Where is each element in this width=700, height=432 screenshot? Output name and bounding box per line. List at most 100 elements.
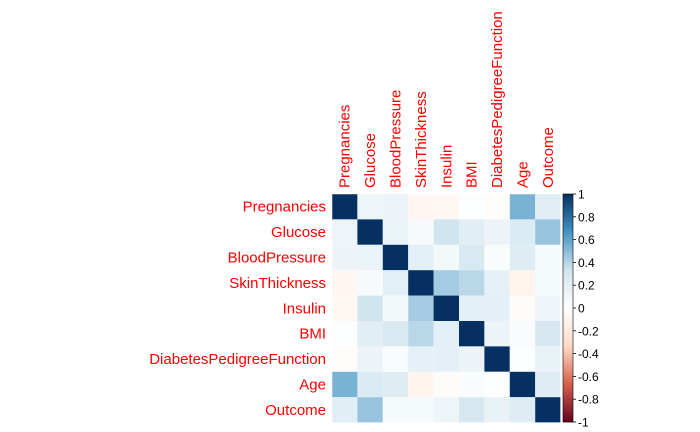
colorbar-segment — [563, 269, 573, 272]
heatmap-cell — [433, 270, 459, 296]
heatmap-cell — [408, 219, 434, 245]
column-label: Insulin — [438, 145, 455, 188]
heatmap-cell — [382, 295, 409, 321]
heatmap-cell — [484, 244, 510, 271]
colorbar-segment — [563, 408, 573, 411]
heatmap-cell — [332, 295, 358, 321]
colorbar-segment — [563, 198, 573, 202]
colorbar-segment — [563, 333, 573, 336]
heatmap-cell — [459, 371, 485, 398]
heatmap-cell — [382, 244, 409, 271]
heatmap-cell — [509, 194, 536, 220]
heatmap-cell — [408, 244, 434, 271]
colorbar-segment — [563, 287, 573, 291]
heatmap-cell — [484, 346, 510, 372]
colorbar-segment — [563, 344, 573, 348]
colorbar-segment — [563, 394, 573, 398]
colorbar-segment — [563, 380, 573, 384]
heatmap-cell — [357, 219, 383, 245]
heatmap-cell — [382, 270, 409, 296]
heatmap-cell — [408, 397, 434, 423]
colorbar-segment — [563, 312, 573, 316]
column-label: DiabetesPedigreeFunction — [489, 11, 506, 188]
heatmap-cell — [509, 219, 536, 245]
colorbar-segment — [563, 266, 573, 270]
colorbar-segment — [563, 228, 573, 231]
colorbar-segment — [563, 273, 573, 277]
heatmap-cells — [331, 193, 561, 423]
heatmap-cell — [535, 321, 561, 347]
colorbar-segment — [563, 412, 573, 416]
heatmap-cell — [484, 270, 510, 296]
colorbar-tick-label: -1 — [578, 416, 589, 430]
colorbar-segment — [563, 232, 573, 236]
colorbar-segment — [563, 207, 573, 211]
heatmap-cell — [535, 371, 561, 398]
heatmap-cell — [357, 346, 383, 372]
heatmap-cell — [484, 321, 510, 347]
colorbar-tick-label: -0.2 — [578, 324, 599, 338]
colorbar-segment — [563, 292, 573, 295]
heatmap-cell — [357, 371, 383, 398]
row-label: DiabetesPedigreeFunction — [149, 351, 326, 368]
colorbar-tick-label: 0 — [578, 302, 585, 316]
heatmap-cell — [332, 270, 358, 296]
colorbar-segment — [563, 212, 573, 215]
colorbar-segment — [563, 280, 573, 284]
heatmap-cell — [535, 194, 561, 220]
colorbar-segment — [563, 255, 573, 259]
colorbar-segment — [563, 276, 573, 279]
colorbar-segment — [563, 214, 573, 218]
colorbar-segment — [563, 294, 573, 297]
colorbar-segment — [563, 289, 573, 293]
column-label: BMI — [464, 161, 481, 188]
colorbar-segment — [563, 376, 573, 379]
colorbar-segment — [563, 401, 573, 405]
colorbar-segment — [563, 244, 573, 247]
heatmap-cell — [332, 321, 358, 347]
heatmap-cell — [484, 397, 510, 423]
colorbar-segment — [563, 317, 573, 320]
colorbar-tick-label: -0.6 — [578, 370, 599, 384]
colorbar-segment — [563, 241, 573, 245]
heatmap-cell — [459, 219, 485, 245]
colorbar-segment — [563, 278, 573, 281]
heatmap-cell — [484, 194, 510, 220]
heatmap-cell — [509, 397, 536, 423]
heatmap-cell — [459, 270, 485, 296]
colorbar-segment — [563, 262, 573, 265]
row-label: SkinThickness — [229, 275, 326, 292]
heatmap-cell — [433, 194, 459, 220]
colorbar-segment — [563, 209, 573, 213]
colorbar-segment — [563, 301, 573, 304]
heatmap-cell — [332, 219, 358, 245]
colorbar-segment — [563, 310, 573, 313]
colorbar-segment — [563, 323, 573, 327]
column-labels: Pregnancies Glucose BloodPressure SkinThick… — [337, 11, 557, 188]
heatmap-cell — [357, 244, 383, 271]
colorbar-segment — [563, 385, 573, 389]
colorbar-segment — [563, 319, 573, 322]
heatmap-cell — [382, 321, 409, 347]
colorbar-segment — [563, 308, 573, 311]
heatmap-cell — [535, 346, 561, 372]
row-labels: Pregnancies Glucose BloodPressure SkinThick… — [149, 199, 326, 419]
colorbar-tick-label: 0.4 — [578, 256, 595, 270]
row-label: BMI — [299, 326, 326, 343]
colorbar-segment — [563, 321, 573, 325]
heatmap-cell — [382, 397, 409, 423]
heatmap-cell — [408, 371, 434, 398]
heatmap-cell — [535, 244, 561, 271]
row-label: Pregnancies — [243, 199, 326, 216]
colorbar-segment — [563, 419, 573, 423]
column-label: Outcome — [540, 127, 557, 188]
colorbar-segment — [563, 305, 573, 309]
heatmap-cell — [535, 270, 561, 296]
colorbar-segment — [563, 360, 573, 364]
heatmap-cell — [408, 295, 434, 321]
column-label: BloodPressure — [388, 90, 405, 188]
heatmap-cell — [357, 194, 383, 220]
heatmap-cell — [382, 219, 409, 245]
colorbar-segment — [563, 335, 573, 338]
